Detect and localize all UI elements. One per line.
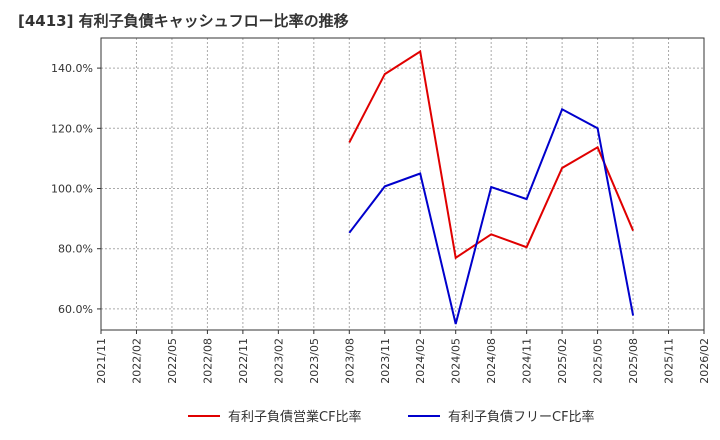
x-tick-label: 2026/02: [698, 338, 711, 384]
legend-label-2: 有利子負債フリーCF比率: [448, 409, 595, 425]
legend-label-1: 有利子負債営業CF比率: [228, 409, 362, 425]
x-tick-label: 2025/11: [663, 338, 676, 384]
plot-frame: [100, 37, 705, 331]
x-tick-label: 2023/11: [379, 338, 392, 384]
x-tick-label: 2021/11: [95, 338, 108, 384]
x-tick-label: 2022/11: [237, 338, 250, 384]
series-line-2: [348, 107, 635, 325]
x-tick-label: 2025/02: [556, 338, 569, 384]
y-tick-label: 60.0%: [58, 303, 93, 316]
x-tick-label: 2023/05: [308, 338, 321, 384]
x-tick-label: 2024/02: [414, 338, 427, 384]
y-tick-label: 80.0%: [58, 243, 93, 256]
y-tick-label: 100.0%: [51, 183, 93, 196]
x-tick-label: 2022/02: [130, 338, 143, 384]
x-tick-label: 2023/02: [272, 338, 285, 384]
plot-area: [101, 38, 704, 330]
series-line-1: [348, 49, 635, 260]
x-tick-label: 2025/08: [627, 338, 640, 384]
x-tick-label: 2022/05: [166, 338, 179, 384]
x-tick-label: 2024/11: [521, 338, 534, 384]
x-tick-label: 2025/05: [592, 338, 605, 384]
y-tick-label: 140.0%: [51, 62, 93, 75]
x-tick-label: 2024/08: [485, 338, 498, 384]
x-tick-label: 2024/05: [450, 338, 463, 384]
y-tick-label: 120.0%: [51, 122, 93, 135]
x-tick-label: 2022/08: [201, 338, 214, 384]
x-tick-label: 2023/08: [343, 338, 356, 384]
chart-title: [4413] 有利子負債キャッシュフロー比率の推移: [18, 12, 349, 30]
